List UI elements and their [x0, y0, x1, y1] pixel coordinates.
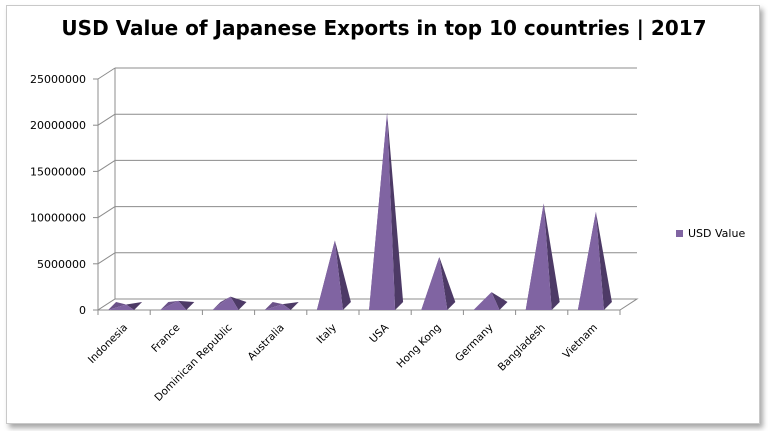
bar-face-right — [230, 296, 247, 310]
bar-face-right — [543, 203, 560, 310]
x-tick-label: Germany — [453, 322, 496, 365]
bar-face-front — [577, 211, 604, 310]
legend-label: USD Value — [688, 227, 745, 240]
bar-face-right — [126, 302, 143, 310]
gridlines — [97, 67, 637, 311]
gridline-side — [97, 113, 116, 126]
x-tick-label: USA — [367, 321, 391, 345]
bar-face-right — [282, 302, 299, 310]
bar-face-front — [212, 296, 239, 310]
bar-germany — [473, 292, 508, 310]
bar-face-left — [212, 296, 231, 310]
bar-italy — [316, 240, 351, 310]
y-tick-label: 0 — [79, 304, 86, 317]
y-tick-label: 25000000 — [30, 73, 86, 86]
bar-indonesia — [108, 302, 143, 310]
x-tick-label: Italy — [314, 322, 339, 347]
x-tick-label: Indonesia — [86, 322, 130, 366]
bar-face-front — [421, 256, 448, 310]
bar-face-front — [369, 112, 396, 310]
bar-face-front — [473, 292, 500, 310]
bar-face-front — [264, 304, 291, 310]
legend: USD Value — [676, 227, 745, 240]
y-tick-label: 20000000 — [30, 119, 86, 132]
bar-face-right — [334, 240, 351, 310]
bar-hong-kong — [421, 256, 456, 310]
bar-face-left — [264, 302, 283, 310]
bar-face-right — [178, 300, 195, 310]
bar-face-front — [108, 304, 135, 310]
bar-face-right — [439, 256, 456, 310]
gridline-side — [97, 206, 116, 219]
gridline-side — [97, 67, 116, 80]
bar-face-right — [595, 211, 612, 310]
bar-face-front — [316, 240, 343, 310]
x-tick-label: Vietnam — [561, 322, 600, 361]
y-tick-label: 10000000 — [30, 212, 86, 225]
bar-vietnam — [577, 211, 612, 310]
x-tick-label: Bangladesh — [496, 322, 548, 374]
y-tick-label: 5000000 — [37, 258, 86, 271]
bar-face-left — [160, 300, 179, 310]
bar-australia — [264, 302, 299, 310]
bar-face-right — [491, 292, 508, 310]
bar-france — [160, 300, 195, 310]
data-marks — [108, 112, 612, 310]
y-tick-label: 15000000 — [30, 165, 86, 178]
bar-face-left — [473, 292, 492, 310]
bar-dominican-republic — [212, 296, 247, 310]
bar-face-left — [108, 302, 127, 310]
bar-face-right — [387, 112, 404, 310]
x-tick-label: Australia — [245, 322, 286, 363]
x-tick-label: Hong Kong — [395, 322, 444, 371]
chart-title: USD Value of Japanese Exports in top 10 … — [61, 16, 707, 40]
bar-face-front — [160, 300, 187, 310]
legend-swatch — [676, 230, 683, 237]
x-tick-label: France — [149, 322, 182, 355]
gridline-side — [97, 159, 116, 172]
bar-usa — [369, 112, 404, 310]
gridline-side — [97, 252, 116, 265]
bar-bangladesh — [525, 203, 560, 310]
bar-face-front — [525, 203, 552, 310]
y-tick-labels: 0 5000000 10000000 15000000 20000000 25000000 — [30, 73, 86, 317]
